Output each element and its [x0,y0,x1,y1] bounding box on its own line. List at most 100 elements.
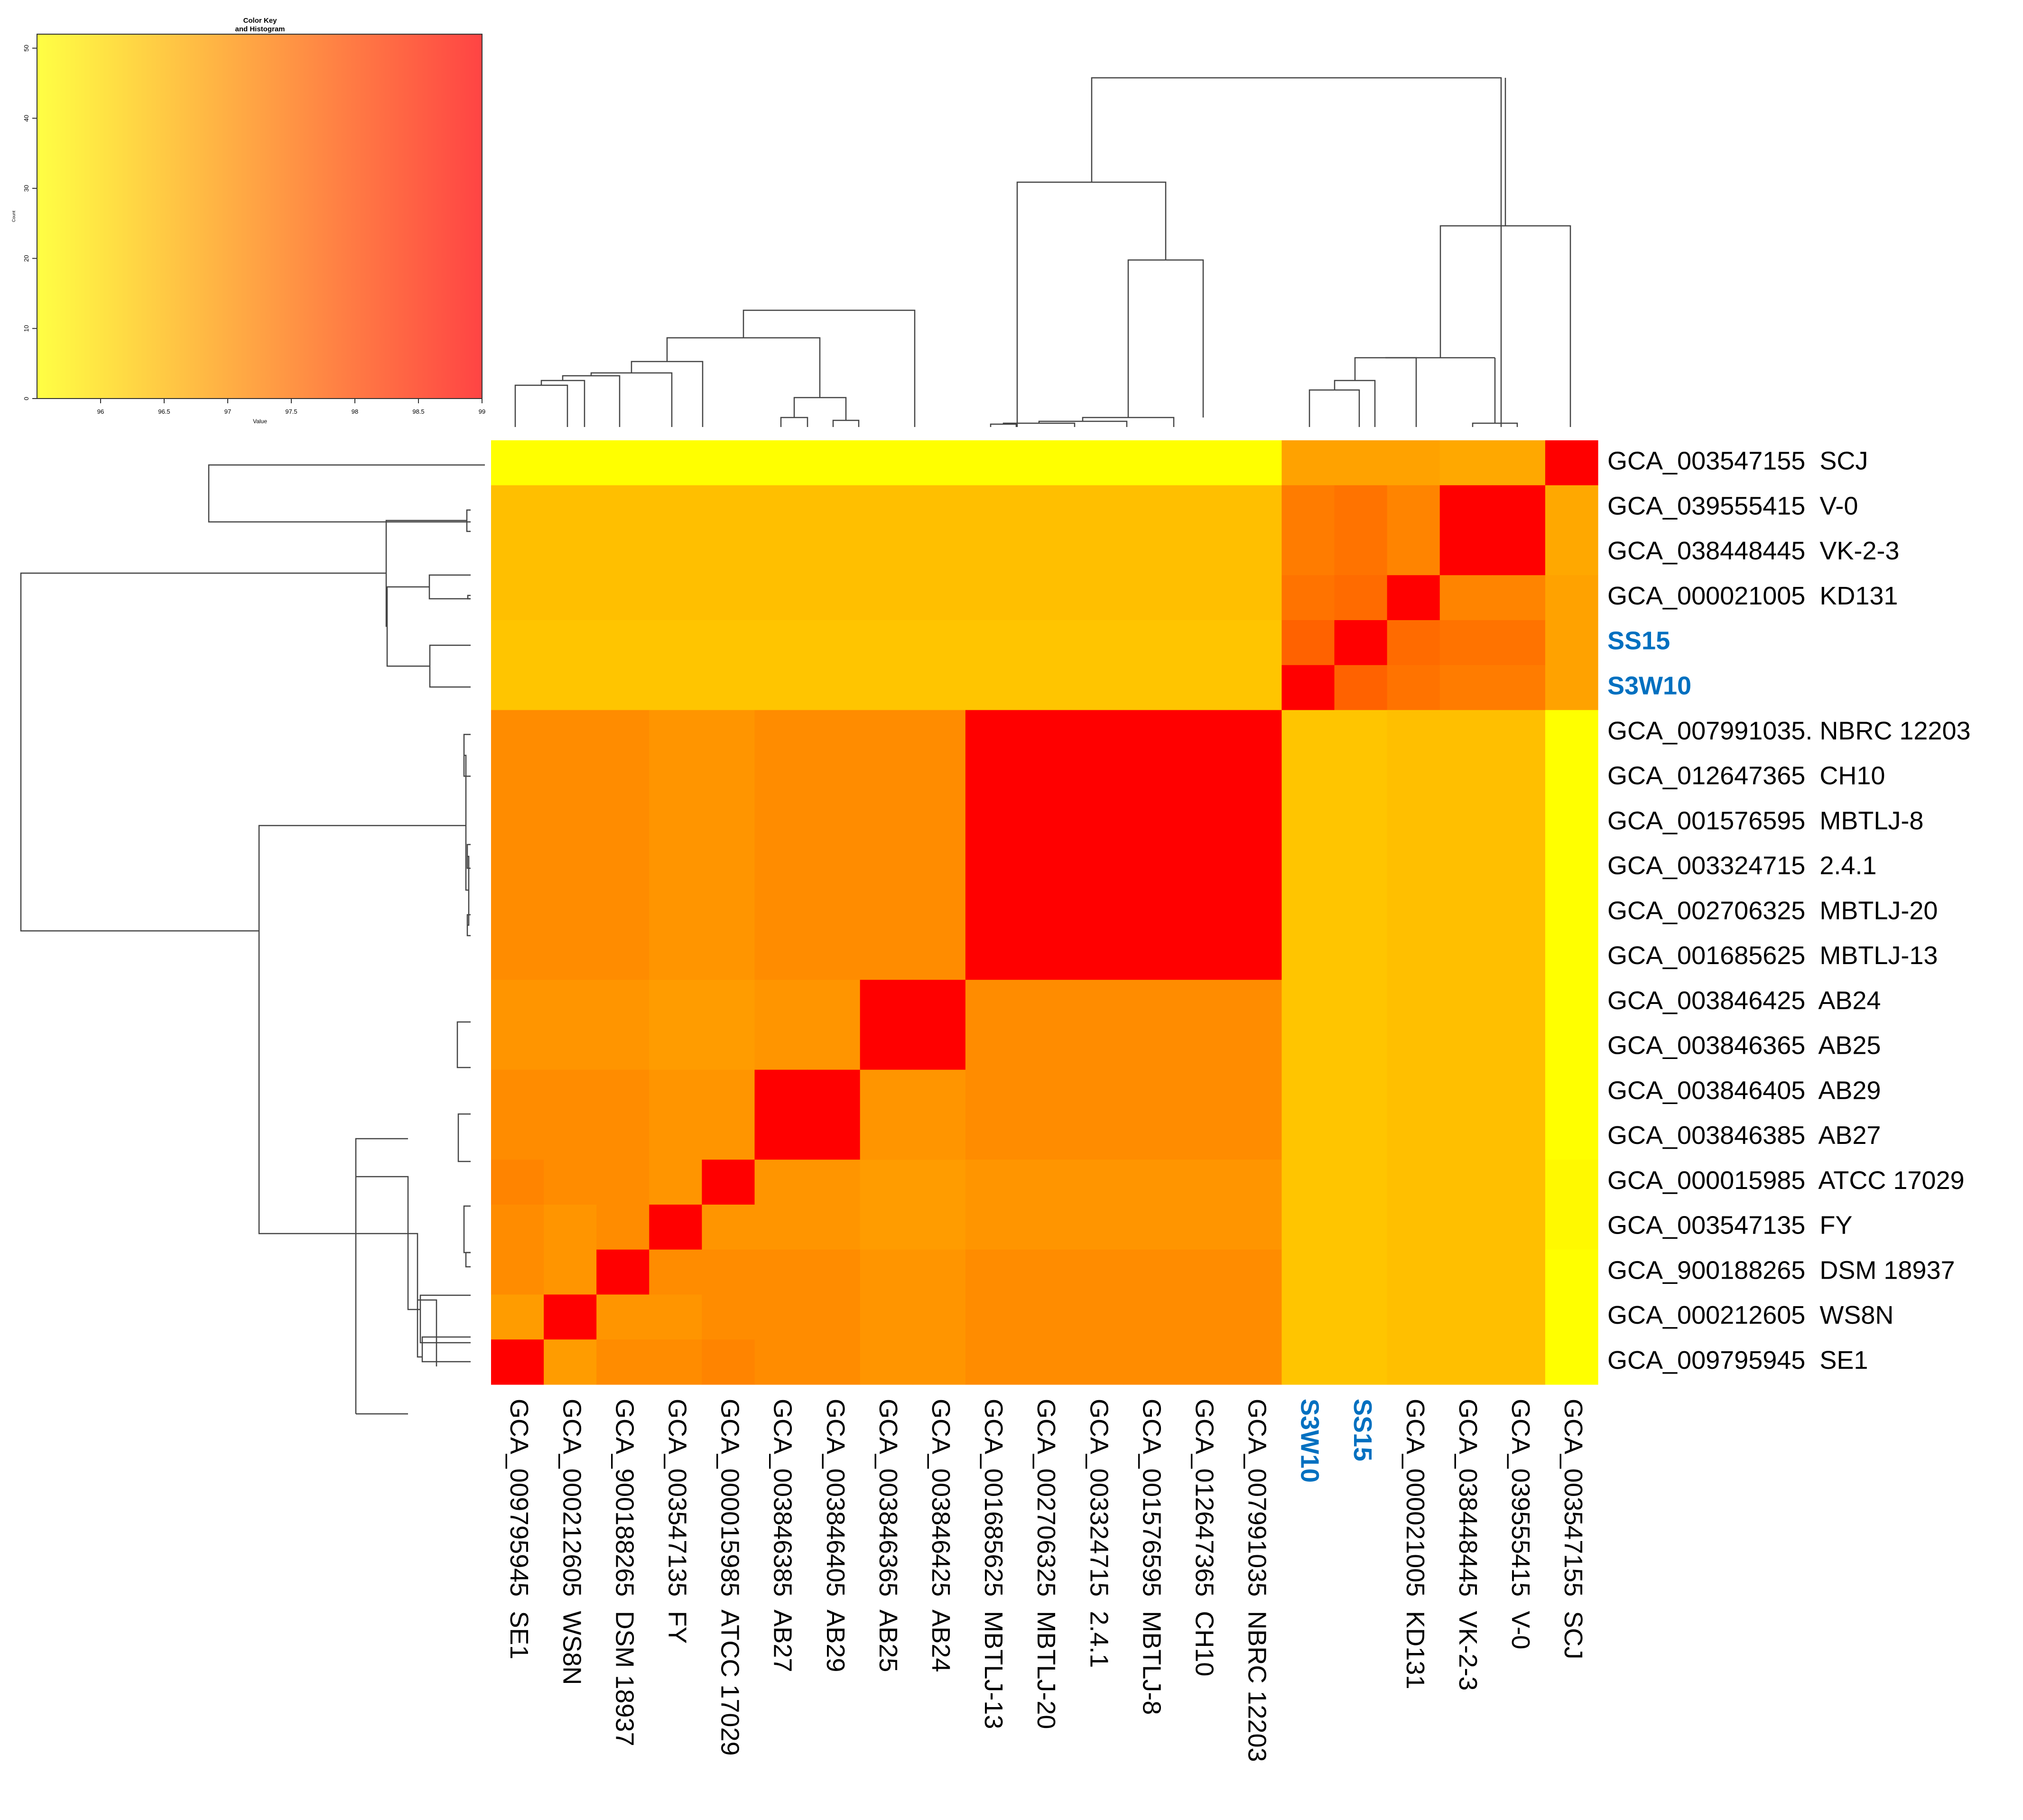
heatmap-cell-r16-c1 [544,1160,597,1205]
heatmap-cell-r8-c19 [1492,800,1546,845]
heatmap-cell-r11-c1 [544,935,597,980]
heatmap-cell-r10-c13 [1176,890,1229,935]
heatmap-cell-r15-c0 [491,1114,544,1160]
heatmap-cell-r15-c17 [1387,1114,1440,1160]
heatmap-cell-r16-c18 [1439,1160,1493,1205]
heatmap-cell-r3-c9 [965,575,1019,621]
row-label-gca-039555415-v-0: GCA_039555415 V-0 [1607,492,1858,520]
heatmap-cell-r17-c3 [649,1204,702,1250]
heatmap-cell-r20-c0 [491,1339,544,1385]
heatmap-cell-r10-c8 [912,890,966,935]
heatmap-cell-r14-c7 [860,1069,913,1115]
heatmap-cell-r0-c11 [1071,440,1124,486]
heatmap-cell-r1-c19 [1492,485,1546,531]
heatmap-cell-r9-c16 [1334,845,1388,891]
heatmap-cell-r0-c6 [807,440,861,486]
row-label-gca-002706325-mbtlj-20: GCA_002706325 MBTLJ-20 [1607,896,1938,925]
heatmap-cell-r19-c6 [807,1294,861,1340]
row-label-ss15: SS15 [1607,627,1670,655]
heatmap-cell-r3-c17 [1387,575,1440,621]
heatmap-cell-r14-c9 [965,1069,1019,1115]
heatmap-cell-r18-c17 [1387,1249,1440,1295]
heatmap-cell-r20-c11 [1071,1339,1124,1385]
row-label-gca-007991035-nbrc-12203: GCA_007991035. NBRC 12203 [1607,716,1971,745]
color-key-y-tick-label: 50 [23,45,30,51]
heatmap-cell-r14-c14 [1229,1069,1282,1115]
heatmap-cell-r20-c2 [596,1339,650,1385]
heatmap-cell-r1-c14 [1229,485,1282,531]
color-key-y-tick-label: 0 [23,397,30,400]
column-label-gca-001685625-mbtlj-13: GCA_001685625 MBTLJ-13 [979,1399,1008,1729]
heatmap-cell-r9-c15 [1281,845,1335,891]
heatmap-cell-r0-c1 [544,440,597,486]
column-label-gca-003547135-fy: GCA_003547135 FY [663,1399,692,1644]
heatmap-cell-r0-c0 [491,440,544,486]
heatmap-cell-r14-c20 [1545,1069,1598,1115]
heatmap-cell-r2-c10 [1018,530,1071,576]
heatmap-cell-r15-c16 [1334,1114,1388,1160]
heatmap-cell-r2-c2 [596,530,650,576]
heatmap-cell-r6-c3 [649,710,702,755]
heatmap-cell-r11-c13 [1176,935,1229,980]
heatmap-cell-r0-c2 [596,440,650,486]
heatmap-cell-r0-c13 [1176,440,1229,486]
heatmap-cell-r20-c17 [1387,1339,1440,1385]
heatmap-cell-r13-c2 [596,1024,650,1070]
heatmap-cell-r14-c10 [1018,1069,1071,1115]
heatmap-cell-r5-c11 [1071,665,1124,711]
heatmap-cell-r16-c12 [1123,1160,1177,1205]
heatmap-cell-r3-c1 [544,575,597,621]
heatmap-cell-r5-c14 [1229,665,1282,711]
heatmap-cell-r8-c6 [807,800,861,845]
heatmap-cell-r1-c11 [1071,485,1124,531]
heatmap-cell-r0-c14 [1229,440,1282,486]
heatmap-cell-r8-c8 [912,800,966,845]
heatmap-cell-r10-c7 [860,890,913,935]
heatmap-cell-r3-c18 [1439,575,1493,621]
row-label-gca-003846385-ab27: GCA_003846385 AB27 [1607,1121,1881,1150]
heatmap-cell-r3-c0 [491,575,544,621]
heatmap-cell-r15-c3 [649,1114,702,1160]
heatmap-cell-r1-c7 [860,485,913,531]
row-labels: GCA_003547155 SCJ GCA_039555415 V-0 GCA_03… [1607,447,1971,1374]
heatmap-cell-r20-c16 [1334,1339,1388,1385]
heatmap-cell-r17-c15 [1281,1204,1335,1250]
heatmap-cell-r18-c7 [860,1249,913,1295]
color-key-y-tick-label: 30 [23,185,30,192]
heatmap-cell-r12-c9 [965,980,1019,1025]
heatmap-cell-r18-c8 [912,1249,966,1295]
heatmap-cell-r7-c7 [860,755,913,800]
heatmap-cell-r6-c14 [1229,710,1282,755]
heatmap-cell-r8-c1 [544,800,597,845]
heatmap-cell-r18-c9 [965,1249,1019,1295]
heatmap-cell-r2-c20 [1545,530,1598,576]
heatmap-cell-r19-c4 [702,1294,755,1340]
heatmap-cell-r9-c7 [860,845,913,891]
heatmap-cell-r13-c15 [1281,1024,1335,1070]
heatmap-cell-r17-c11 [1071,1204,1124,1250]
heatmap-cell-r19-c10 [1018,1294,1071,1340]
heatmap-cell-r11-c19 [1492,935,1546,980]
heatmap-cell-r1-c18 [1439,485,1493,531]
heatmap-cell-r7-c6 [807,755,861,800]
heatmap-cell-r20-c8 [912,1339,966,1385]
heatmap-cell-r7-c1 [544,755,597,800]
heatmap-cell-r1-c0 [491,485,544,531]
heatmap-cell-r7-c9 [965,755,1019,800]
heatmap-cell-r4-c4 [702,620,755,666]
heatmap-cell-r12-c2 [596,980,650,1025]
heatmap-cell-r15-c1 [544,1114,597,1160]
heatmap-cell-r1-c4 [702,485,755,531]
heatmap-cell-r3-c10 [1018,575,1071,621]
heatmap-cell-r0-c15 [1281,440,1335,486]
heatmap-cell-r10-c10 [1018,890,1071,935]
heatmap-cell-r6-c16 [1334,710,1388,755]
heatmap-cell-r15-c10 [1018,1114,1071,1160]
heatmap-cell-r13-c19 [1492,1024,1546,1070]
heatmap-cell-r14-c8 [912,1069,966,1115]
heatmap-cell-r16-c9 [965,1160,1019,1205]
heatmap-cell-r6-c13 [1176,710,1229,755]
heatmap-cell-r20-c15 [1281,1339,1335,1385]
heatmap-cell-r1-c12 [1123,485,1177,531]
row-label-gca-001685625-mbtlj-13: GCA_001685625 MBTLJ-13 [1607,941,1938,970]
